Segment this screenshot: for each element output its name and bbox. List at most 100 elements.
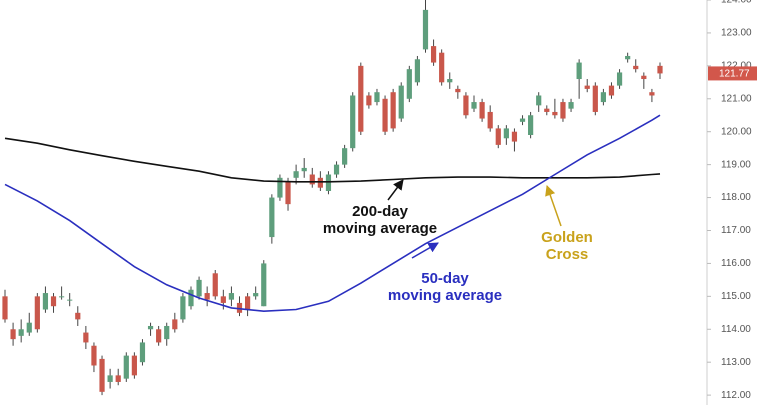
candle-body [253,293,259,297]
candle-body [317,177,323,188]
candle-body [91,345,97,366]
candle-body [374,92,380,103]
candle-body [584,85,590,89]
y-tick-label: 115.00 [721,291,751,302]
moving-average-line [4,114,661,313]
candle-body [592,85,598,112]
candle-body [560,102,566,119]
candle-body [196,279,202,297]
candle-body [544,108,550,112]
candle-body [325,174,332,191]
y-tick-label: 119.00 [721,159,751,170]
candle-body [147,325,154,330]
candle-body [568,102,574,109]
candle-body [309,174,315,185]
candle-body [657,65,663,74]
candle-body [633,65,639,70]
candle-body [487,111,493,129]
candle-body [277,177,283,198]
candle-body [414,59,421,83]
candle-body [34,296,40,330]
candle-body [75,312,81,320]
candle-body [528,115,534,135]
y-tick-label: 112.00 [721,390,751,401]
candle-body [366,95,372,106]
y-tick-label: 113.00 [721,357,751,368]
candle-body [204,293,210,300]
arrow [545,185,562,227]
candle-body [269,197,275,238]
candle-body [342,148,348,165]
y-tick-label: 116.00 [721,258,751,269]
candle-body [236,302,243,313]
candle-body [503,128,509,139]
candle-body [172,319,178,330]
y-tick-label: 120.00 [721,126,752,137]
candle-body [649,92,655,96]
candle-body [99,358,105,392]
candle-body [511,131,518,142]
candle-body [641,75,647,80]
candle-body [519,118,526,122]
candle-body [608,85,615,96]
candle-body [625,55,631,60]
arrow [411,242,439,259]
candle-body [600,92,606,103]
candle-body [552,111,558,116]
candle-body [382,98,388,132]
candle-body [301,167,307,172]
candle-body [2,296,8,320]
annotation: Golden [541,229,593,246]
candle-body [406,69,412,99]
y-tick-label: 122.00 [721,60,752,71]
candle-body [244,296,251,310]
candle-body [333,164,340,175]
candle-body [439,52,445,83]
candle-body [455,88,461,93]
candle-body [180,296,186,320]
candle-body [463,95,469,116]
candle-body [10,329,16,340]
candle-body [115,375,121,382]
candle-body [293,171,299,178]
candle-body [576,62,582,80]
candle-body [358,65,364,132]
annotation: 50-day [421,270,469,287]
candle-body [18,329,24,336]
candle-body [220,296,226,303]
candle-body [156,329,162,343]
moving-average-line [4,137,661,183]
annotation: 200-day [352,203,409,220]
candle-body [471,102,477,109]
candle-body [131,355,137,376]
candle-body [495,128,501,145]
annotation: moving average [388,287,502,304]
candle-body [430,46,437,63]
candle-body [616,72,623,86]
price-tag-label: 121.77 [719,69,750,80]
candle-body [42,293,49,310]
price-tag [708,66,757,81]
candle-body [26,322,32,333]
candle-body [188,289,194,307]
candle-body [536,95,542,106]
candle-body [107,375,113,382]
candle-body [422,9,429,50]
candle-body [285,181,291,205]
candle-body [228,293,235,300]
candle-body [50,296,57,307]
y-tick-label: 123.00 [721,28,752,39]
candle-body [479,102,485,119]
arrow [387,179,404,201]
candle-body [59,296,65,298]
candle-body [123,355,129,379]
candle-body [67,299,73,301]
candle-body [139,342,146,363]
candle-body [261,263,267,307]
candle-body [83,332,89,343]
y-tick-label: 117.00 [721,225,751,236]
candle-body [212,273,218,297]
annotation: Cross [546,246,589,263]
candle-body [447,79,453,83]
